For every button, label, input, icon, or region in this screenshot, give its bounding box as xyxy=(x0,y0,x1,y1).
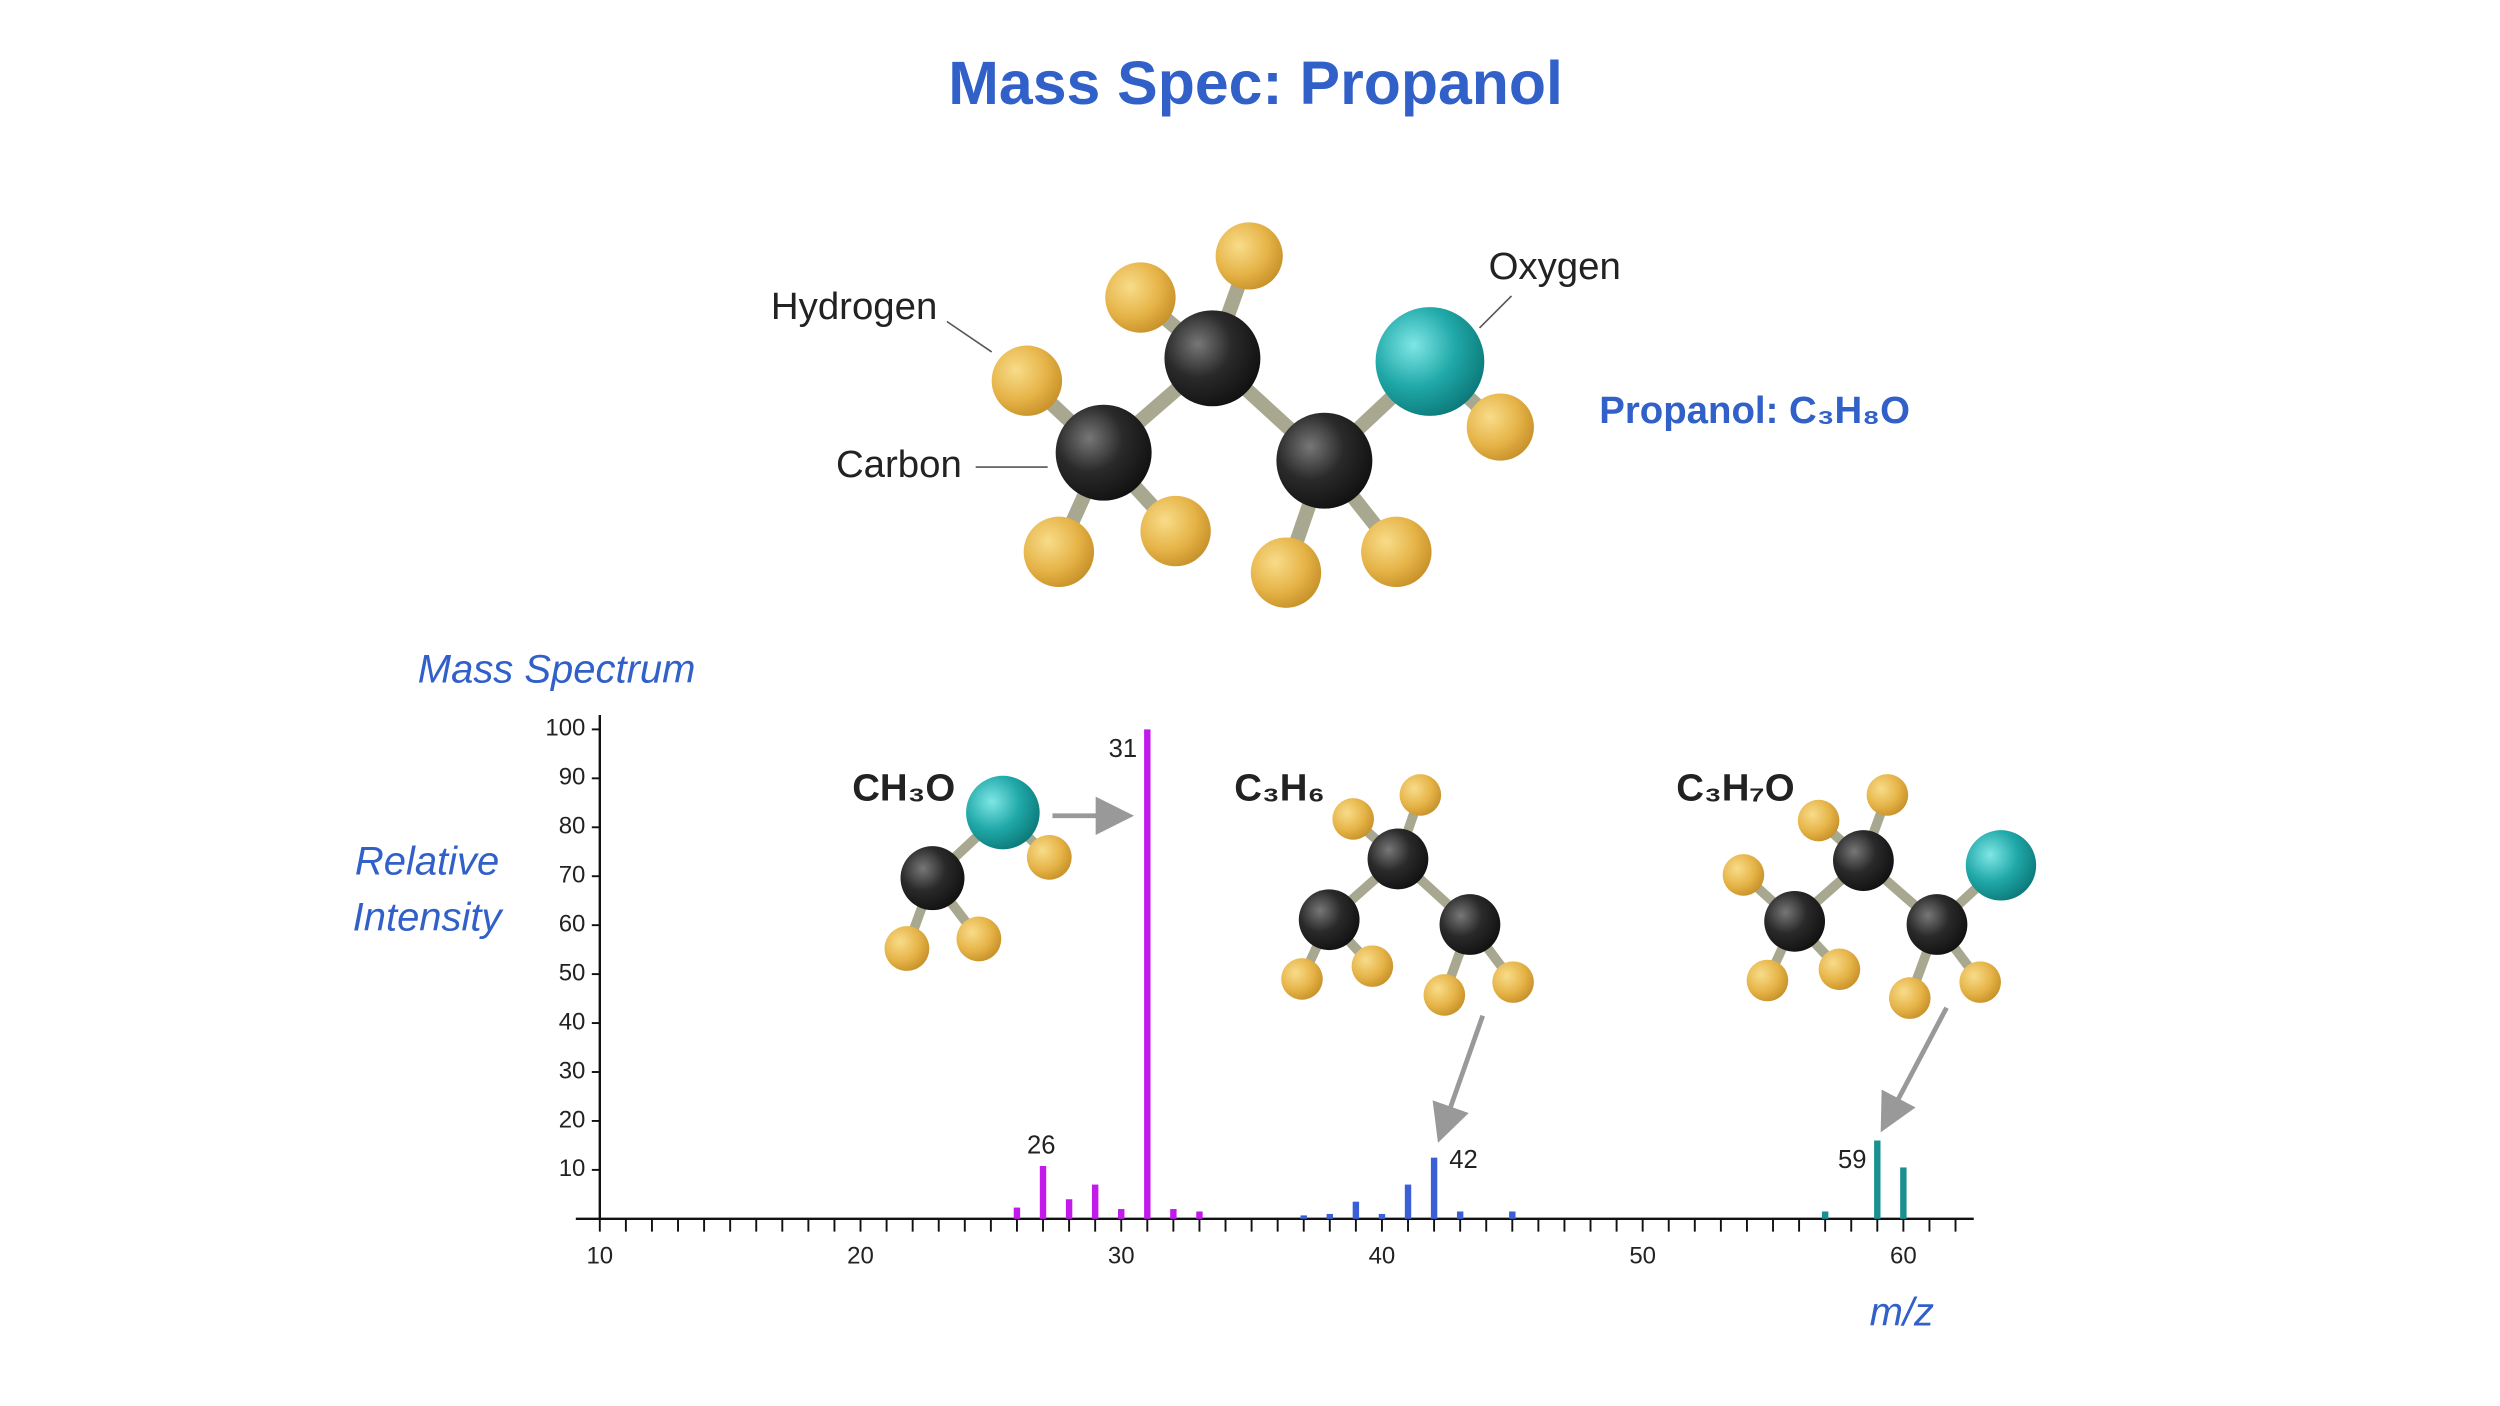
peak-label: 31 xyxy=(1109,735,1137,763)
bar xyxy=(1430,1157,1438,1219)
bar xyxy=(1326,1213,1334,1219)
y-tick-label: 10 xyxy=(559,1155,586,1182)
bar xyxy=(1404,1184,1412,1219)
chart-title: Mass Spectrum xyxy=(418,647,696,691)
page-title: Mass Spec: Propanol xyxy=(948,49,1563,117)
bar xyxy=(1821,1211,1829,1219)
x-axis-label: m/z xyxy=(1870,1290,1934,1334)
x-tick-label: 10 xyxy=(586,1243,613,1270)
y-tick-label: 80 xyxy=(559,813,586,840)
y-tick-label: 20 xyxy=(559,1106,586,1133)
bar xyxy=(1196,1211,1203,1219)
bar xyxy=(1300,1215,1307,1219)
y-tick-label: 50 xyxy=(559,959,586,986)
propanol-molecule xyxy=(946,222,1534,608)
y-axis-label: Intensity xyxy=(353,895,504,939)
fragment-label: C₃H₇O xyxy=(1676,766,1794,809)
x-tick-label: 50 xyxy=(1629,1243,1656,1270)
bar xyxy=(1352,1201,1360,1219)
fragment-c3h6 xyxy=(1281,774,1534,1143)
y-tick-label: 60 xyxy=(559,911,586,938)
bar xyxy=(1065,1199,1073,1219)
bar xyxy=(1170,1209,1177,1219)
peak-label: 42 xyxy=(1449,1146,1477,1174)
bar xyxy=(1144,729,1151,1219)
formula: Propanol: C₃H₈O xyxy=(1599,389,1910,432)
peak-label: 59 xyxy=(1838,1146,1866,1174)
fragment-label: C₃H₆ xyxy=(1234,766,1325,809)
bar xyxy=(1013,1207,1021,1219)
bar xyxy=(1456,1211,1464,1219)
y-tick-label: 70 xyxy=(559,862,586,889)
bar xyxy=(1874,1140,1881,1219)
bar xyxy=(1118,1209,1125,1219)
bar xyxy=(1091,1184,1099,1219)
bar xyxy=(1378,1213,1386,1219)
x-tick-label: 20 xyxy=(847,1243,874,1270)
x-tick-label: 60 xyxy=(1890,1243,1917,1270)
y-axis-label: Relative xyxy=(355,839,499,883)
hydrogen-label: Hydrogen xyxy=(771,285,937,328)
fragment-label: CH₃O xyxy=(852,766,955,809)
y-tick-label: 40 xyxy=(559,1008,586,1035)
x-tick-label: 40 xyxy=(1369,1243,1396,1270)
bar xyxy=(1900,1167,1907,1219)
peak-label: 26 xyxy=(1027,1132,1055,1160)
y-tick-label: 90 xyxy=(559,764,586,791)
oxygen-label: Oxygen xyxy=(1489,245,1621,288)
fragment-ch3o xyxy=(884,775,1135,971)
y-tick-label: 100 xyxy=(545,715,585,742)
fragment-c3h7o xyxy=(1722,774,2037,1133)
bar xyxy=(1039,1165,1047,1219)
y-tick-label: 30 xyxy=(559,1057,586,1084)
carbon-label: Carbon xyxy=(836,443,962,486)
bar xyxy=(1509,1211,1516,1219)
x-tick-label: 30 xyxy=(1108,1243,1135,1270)
